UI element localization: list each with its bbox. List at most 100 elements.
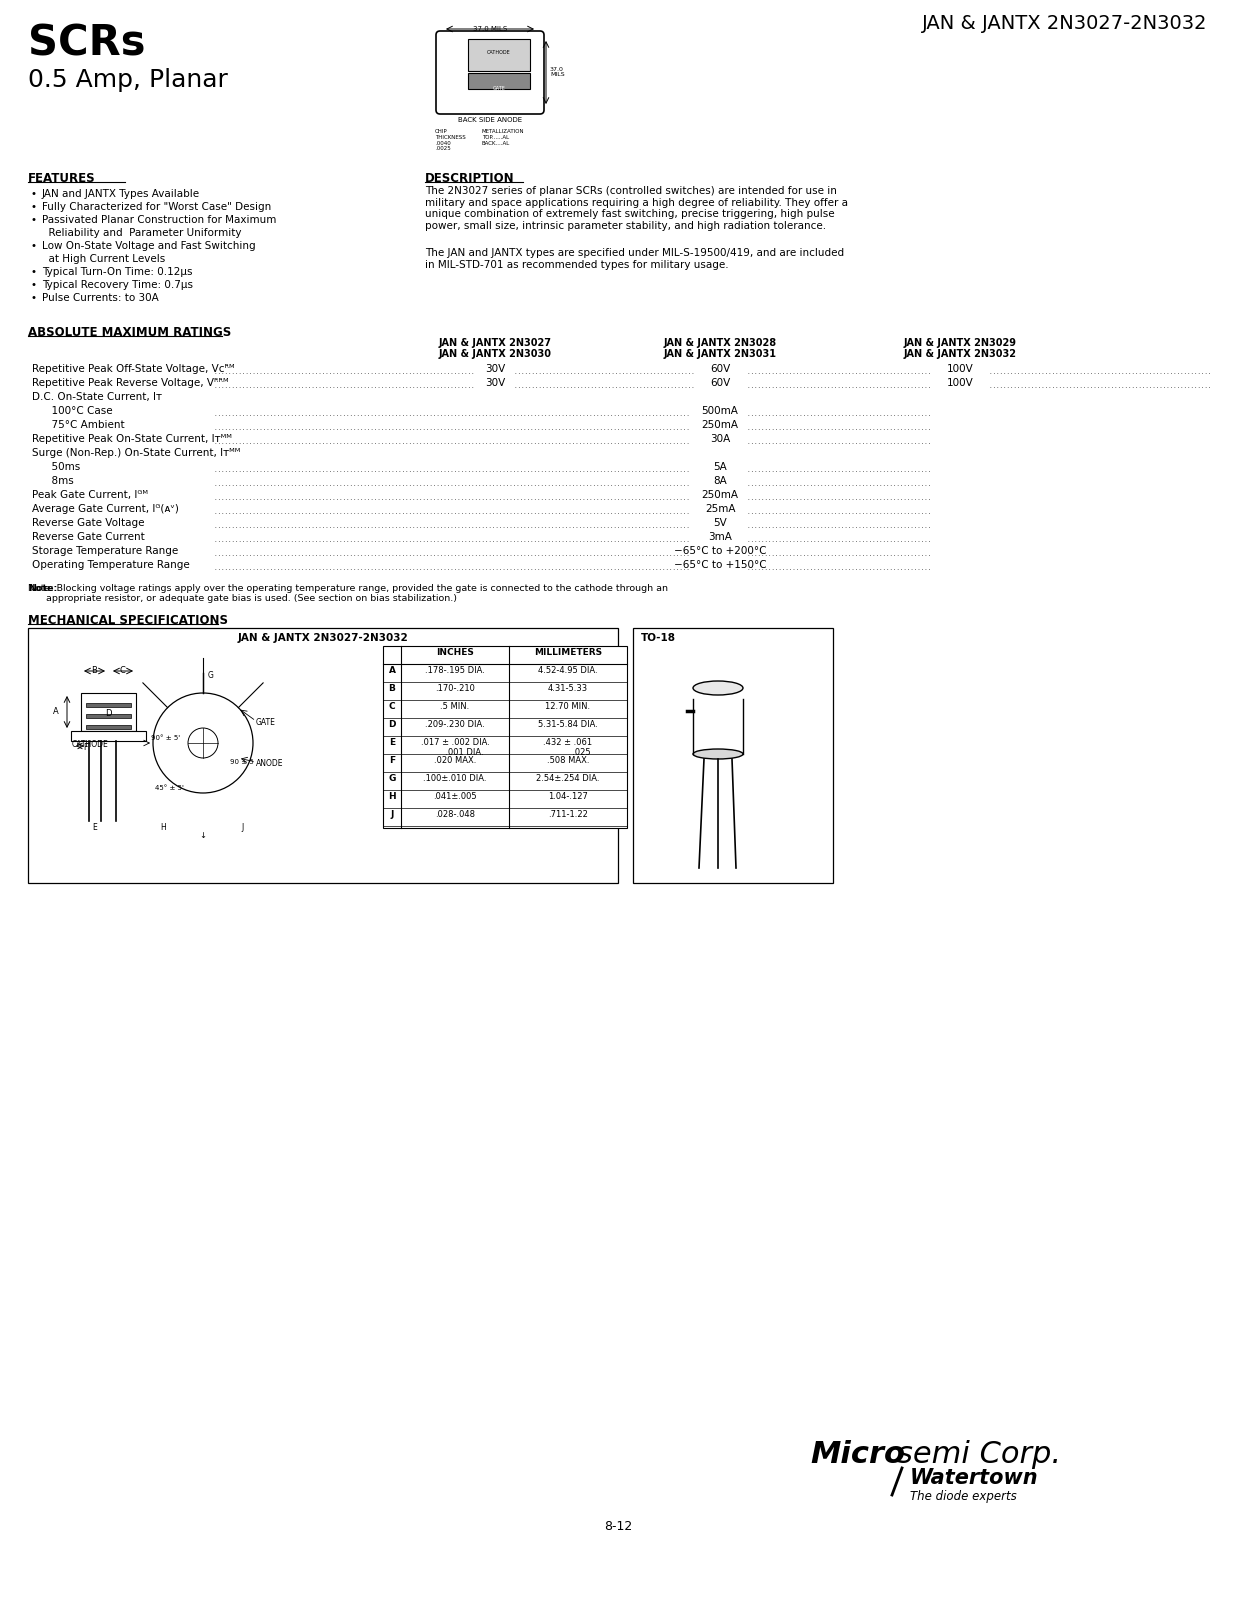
- Text: −65°C to +200°C: −65°C to +200°C: [674, 546, 766, 557]
- FancyBboxPatch shape: [435, 30, 544, 114]
- Text: ABSOLUTE MAXIMUM RATINGS: ABSOLUTE MAXIMUM RATINGS: [28, 326, 231, 339]
- Text: 250mA: 250mA: [701, 490, 738, 499]
- Text: at High Current Levels: at High Current Levels: [42, 254, 166, 264]
- Text: .020 MAX.: .020 MAX.: [434, 757, 476, 765]
- Text: 4.31-5.33: 4.31-5.33: [548, 685, 588, 693]
- Text: Pulse Currents: to 30A: Pulse Currents: to 30A: [42, 293, 158, 302]
- Text: ANODE: ANODE: [256, 758, 283, 768]
- Text: •: •: [30, 267, 36, 277]
- Text: −65°C to +150°C: −65°C to +150°C: [674, 560, 766, 570]
- Text: .178-.195 DIA.: .178-.195 DIA.: [426, 666, 485, 675]
- Text: CATHODE: CATHODE: [487, 51, 511, 56]
- Text: .432 ± .061
          .025: .432 ± .061 .025: [543, 738, 593, 757]
- Text: 60V: 60V: [710, 365, 730, 374]
- Text: 90° ± 5': 90° ± 5': [151, 734, 181, 741]
- Text: A: A: [388, 666, 396, 675]
- Text: JAN & JANTX 2N3027-2N3032: JAN & JANTX 2N3027-2N3032: [238, 634, 408, 643]
- Text: CATHODE: CATHODE: [72, 739, 108, 749]
- Text: B: B: [92, 666, 96, 675]
- Text: JAN and JANTX Types Available: JAN and JANTX Types Available: [42, 189, 200, 198]
- Text: G: G: [388, 774, 396, 782]
- Text: Passivated Planar Construction for Maximum: Passivated Planar Construction for Maxim…: [42, 214, 276, 226]
- Text: H: H: [388, 792, 396, 802]
- Text: A: A: [53, 707, 59, 717]
- Text: JAN & JANTX 2N3029: JAN & JANTX 2N3029: [903, 338, 1017, 349]
- Text: 30V: 30V: [485, 378, 505, 387]
- Text: 8ms: 8ms: [32, 477, 74, 486]
- Bar: [87, 714, 131, 718]
- Text: 50ms: 50ms: [32, 462, 80, 472]
- Text: Reliability and  Parameter Uniformity: Reliability and Parameter Uniformity: [42, 227, 241, 238]
- Text: GATE: GATE: [256, 718, 276, 726]
- Text: 100V: 100V: [946, 378, 974, 387]
- Text: F: F: [83, 742, 87, 752]
- Text: 8-12: 8-12: [604, 1520, 632, 1533]
- Text: .100±.010 DIA.: .100±.010 DIA.: [423, 774, 486, 782]
- Text: 37.0
MILS: 37.0 MILS: [550, 67, 564, 77]
- Text: •: •: [30, 214, 36, 226]
- Text: The 2N3027 series of planar SCRs (controlled switches) are intended for use in
m: The 2N3027 series of planar SCRs (contro…: [426, 186, 849, 230]
- Bar: [633, 627, 833, 883]
- Text: 5A: 5A: [713, 462, 727, 472]
- Bar: [80, 693, 136, 731]
- Text: 500mA: 500mA: [701, 406, 738, 416]
- Text: Typical Turn-On Time: 0.12μs: Typical Turn-On Time: 0.12μs: [42, 267, 193, 277]
- Text: 1.04-.127: 1.04-.127: [548, 792, 588, 802]
- Text: •: •: [30, 280, 36, 290]
- Text: .711-1.22: .711-1.22: [548, 810, 588, 819]
- Text: Watertown: Watertown: [910, 1469, 1039, 1488]
- Text: D.C. On-State Current, Iᴛ: D.C. On-State Current, Iᴛ: [32, 392, 162, 402]
- Text: Reverse Gate Current: Reverse Gate Current: [32, 531, 145, 542]
- Text: 8A: 8A: [713, 477, 727, 486]
- Text: Repetitive Peak Off-State Voltage, Vᴄᴿᴹ: Repetitive Peak Off-State Voltage, Vᴄᴿᴹ: [32, 365, 235, 374]
- Text: 30V: 30V: [485, 365, 505, 374]
- Text: Storage Temperature Range: Storage Temperature Range: [32, 546, 178, 557]
- Text: 4.52-4.95 DIA.: 4.52-4.95 DIA.: [538, 666, 597, 675]
- Text: 5V: 5V: [713, 518, 727, 528]
- Text: •: •: [30, 189, 36, 198]
- Text: GATE: GATE: [492, 86, 506, 91]
- Text: Average Gate Current, Iᴳ(ᴀᵛ): Average Gate Current, Iᴳ(ᴀᵛ): [32, 504, 179, 514]
- Text: B: B: [388, 685, 396, 693]
- Text: Reverse Gate Voltage: Reverse Gate Voltage: [32, 518, 145, 528]
- Text: JAN & JANTX 2N3027: JAN & JANTX 2N3027: [438, 338, 552, 349]
- Text: Surge (Non-Rep.) On-State Current, Iᴛᴹᴹ: Surge (Non-Rep.) On-State Current, Iᴛᴹᴹ: [32, 448, 240, 458]
- Text: C: C: [388, 702, 396, 710]
- Text: JAN & JANTX 2N3027-2N3032: JAN & JANTX 2N3027-2N3032: [922, 14, 1207, 34]
- Text: Repetitive Peak On-State Current, Iᴛᴹᴹ: Repetitive Peak On-State Current, Iᴛᴹᴹ: [32, 434, 231, 443]
- Ellipse shape: [693, 749, 743, 758]
- Bar: [28, 627, 618, 883]
- Bar: [87, 725, 131, 730]
- Text: JAN & JANTX 2N3032: JAN & JANTX 2N3032: [903, 349, 1017, 358]
- Text: .170-.210: .170-.210: [435, 685, 475, 693]
- Text: .017 ± .002 DIA.
       .001 DIA.: .017 ± .002 DIA. .001 DIA.: [421, 738, 490, 757]
- Text: INCHES: INCHES: [437, 648, 474, 658]
- Text: E: E: [388, 738, 395, 747]
- Text: DESCRIPTION: DESCRIPTION: [426, 171, 515, 186]
- Text: 12.70 MIN.: 12.70 MIN.: [546, 702, 590, 710]
- Text: Note: Blocking voltage ratings apply over the operating temperature range, provi: Note: Blocking voltage ratings apply ove…: [28, 584, 668, 603]
- Text: C: C: [119, 666, 125, 675]
- Text: Typical Recovery Time: 0.7μs: Typical Recovery Time: 0.7μs: [42, 280, 193, 290]
- Text: 3mA: 3mA: [708, 531, 732, 542]
- Text: 37.0 MILS: 37.0 MILS: [473, 26, 507, 32]
- Text: .5 MIN.: .5 MIN.: [440, 702, 470, 710]
- Text: MECHANICAL SPECIFICATIONS: MECHANICAL SPECIFICATIONS: [28, 614, 228, 627]
- Text: BACK SIDE ANODE: BACK SIDE ANODE: [458, 117, 522, 123]
- Text: ↓: ↓: [199, 830, 207, 840]
- Text: Fully Characterized for "Worst Case" Design: Fully Characterized for "Worst Case" Des…: [42, 202, 271, 211]
- Text: 30A: 30A: [710, 434, 730, 443]
- Text: D: D: [388, 720, 396, 730]
- Text: 100°C Case: 100°C Case: [32, 406, 113, 416]
- Text: MILLIMETERS: MILLIMETERS: [534, 648, 602, 658]
- Text: E: E: [93, 822, 98, 832]
- Text: JAN & JANTX 2N3031: JAN & JANTX 2N3031: [663, 349, 777, 358]
- Text: Low On-State Voltage and Fast Switching: Low On-State Voltage and Fast Switching: [42, 242, 256, 251]
- Text: F: F: [388, 757, 395, 765]
- Bar: [71, 731, 146, 741]
- Text: D: D: [105, 709, 111, 718]
- Text: H: H: [160, 822, 166, 832]
- Text: Repetitive Peak Reverse Voltage, Vᴿᴿᴹ: Repetitive Peak Reverse Voltage, Vᴿᴿᴹ: [32, 378, 229, 387]
- Text: 75°C Ambient: 75°C Ambient: [32, 419, 125, 430]
- Text: Operating Temperature Range: Operating Temperature Range: [32, 560, 189, 570]
